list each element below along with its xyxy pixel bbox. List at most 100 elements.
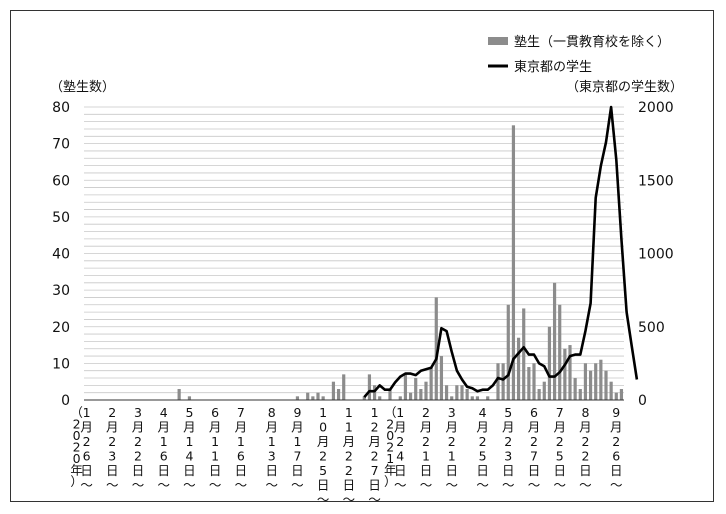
bar <box>372 385 377 400</box>
bar <box>527 367 531 400</box>
x-tick-char: 日 <box>610 463 623 478</box>
x-year-note-char: 2 <box>386 417 394 432</box>
x-tick-char: 日 <box>291 463 304 478</box>
x-tick-char: 2 <box>371 420 379 435</box>
x-tick-char: 〜 <box>132 478 145 493</box>
x-tick-char: 2 <box>422 405 430 420</box>
x-tick-char: 月 <box>445 420 458 435</box>
x-tick-char: 6 <box>237 449 245 464</box>
x-tick-char: 4 <box>396 449 404 464</box>
x-tick-char: 2 <box>581 449 589 464</box>
x-tick-char: 日 <box>265 463 278 478</box>
x-tick-char: 日 <box>343 478 356 493</box>
x-tick-char: 5 <box>319 463 327 478</box>
x-tick-char: 日 <box>368 478 381 493</box>
x-tick-char: 2 <box>479 434 487 449</box>
bar <box>388 389 392 400</box>
x-tick-char: 月 <box>343 434 356 449</box>
x-tick-char: 6 <box>612 449 620 464</box>
x-tick-char: 1 <box>211 434 219 449</box>
x-tick-char: 〜 <box>209 478 222 493</box>
x-tick-char: 2 <box>504 434 512 449</box>
x-tick-char: 〜 <box>610 478 623 493</box>
x-tick-char: 1 <box>293 434 301 449</box>
bar <box>408 392 413 400</box>
x-year-note-char: 年 <box>384 463 397 478</box>
bar <box>573 378 577 400</box>
bar <box>563 348 567 400</box>
x-tick-char: 4 <box>160 405 168 420</box>
line-series <box>363 105 639 398</box>
x-tick-char: 〜 <box>265 478 278 493</box>
bar <box>378 396 382 400</box>
left-tick-label: 20 <box>52 320 70 336</box>
x-tick-char: 3 <box>268 449 276 464</box>
left-tick-label: 0 <box>61 393 70 409</box>
x-tick-char: 〜 <box>476 478 489 493</box>
x-tick-char: 2 <box>83 434 91 449</box>
bar <box>460 385 464 400</box>
bar <box>444 385 449 400</box>
bar <box>511 125 516 400</box>
left-tick-label: 60 <box>52 173 70 189</box>
x-year-note-char: （ <box>384 405 397 420</box>
x-tick-char: 9 <box>293 405 301 420</box>
x-tick-char: 2 <box>108 405 116 420</box>
x-tick-char: 〜 <box>157 478 170 493</box>
legend-line-label: 東京都の学生 <box>514 59 592 75</box>
x-tick-char: 月 <box>183 420 196 435</box>
bar <box>321 396 325 400</box>
bar-series <box>177 125 624 400</box>
bar <box>362 396 366 400</box>
right-axis-title: （東京都の学生数） <box>566 79 683 95</box>
x-year-note-char: 年 <box>70 463 83 478</box>
bar <box>439 356 444 400</box>
bar <box>486 396 490 400</box>
bar <box>522 308 526 400</box>
x-tick-char: 1 <box>422 449 430 464</box>
bar <box>532 363 536 400</box>
bar <box>367 374 372 400</box>
bar <box>450 396 454 400</box>
bar <box>501 363 505 400</box>
x-tick-char: 1 <box>345 405 353 420</box>
x-tick-char: 日 <box>528 463 541 478</box>
bar <box>537 389 541 400</box>
bar <box>547 326 552 400</box>
x-tick-char: 6 <box>83 449 91 464</box>
x-year-note-char: ） <box>70 474 83 489</box>
x-tick-char: 月 <box>610 420 623 435</box>
bar <box>419 389 423 400</box>
x-tick-char: 月 <box>265 420 278 435</box>
x-tick-char: 日 <box>183 463 196 478</box>
legend-bar-label: 塾生（一貫教育校を除く） <box>514 34 670 50</box>
x-tick-char: 1 <box>268 434 276 449</box>
bar <box>619 389 624 400</box>
x-tick-char: 月 <box>476 420 489 435</box>
x-tick-char: 2 <box>345 463 353 478</box>
x-year-note-char: 2 <box>73 440 81 455</box>
x-tick-char: 〜 <box>291 478 304 493</box>
x-tick-char: 日 <box>106 463 119 478</box>
x-tick-char: 〜 <box>343 492 356 507</box>
bar <box>316 392 320 400</box>
x-tick-char: 〜 <box>420 478 433 493</box>
x-tick-char: 2 <box>108 434 116 449</box>
x-tick-char: 日 <box>235 463 248 478</box>
x-tick-char: 1 <box>211 449 219 464</box>
x-tick-char: 7 <box>293 449 301 464</box>
x-tick-char: 0 <box>319 420 327 435</box>
x-tick-char: 2 <box>530 434 538 449</box>
bar <box>614 392 618 400</box>
x-tick-char: 5 <box>185 405 193 420</box>
x-tick-char: 1 <box>345 420 353 435</box>
